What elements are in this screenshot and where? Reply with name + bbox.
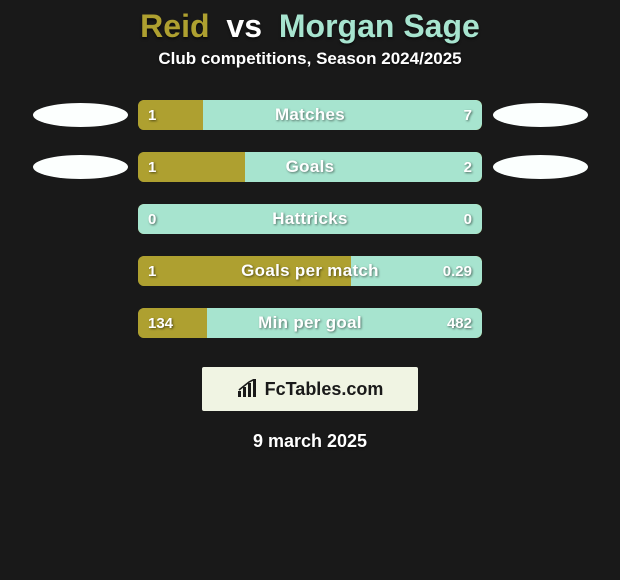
stat-label: Goals — [138, 152, 482, 182]
stat-row: 17Matches — [0, 97, 620, 133]
stat-label: Min per goal — [138, 308, 482, 338]
badge-ellipse — [493, 103, 588, 127]
stat-bar: 10.29Goals per match — [138, 256, 482, 286]
chart-icon — [237, 379, 259, 399]
badge-ellipse — [493, 155, 588, 179]
team-badge-left — [30, 149, 130, 185]
title-player1: Reid — [140, 8, 209, 44]
stat-bar: 17Matches — [138, 100, 482, 130]
stat-label: Goals per match — [138, 256, 482, 286]
stat-row: 10.29Goals per match — [0, 253, 620, 289]
stat-row: 134482Min per goal — [0, 305, 620, 341]
stat-label: Matches — [138, 100, 482, 130]
stat-bar: 134482Min per goal — [138, 308, 482, 338]
team-badge-left — [30, 201, 130, 237]
team-badge-right — [490, 201, 590, 237]
stat-row: 12Goals — [0, 149, 620, 185]
stat-bar: 12Goals — [138, 152, 482, 182]
badge-ellipse — [33, 103, 128, 127]
page-title: Reid vs Morgan Sage — [0, 0, 620, 49]
stat-label: Hattricks — [138, 204, 482, 234]
site-logo: FcTables.com — [202, 367, 418, 411]
team-badge-right — [490, 97, 590, 133]
subtitle: Club competitions, Season 2024/2025 — [0, 49, 620, 69]
team-badge-left — [30, 97, 130, 133]
stat-bar: 00Hattricks — [138, 204, 482, 234]
team-badge-left — [30, 305, 130, 341]
team-badge-right — [490, 149, 590, 185]
logo-text: FcTables.com — [265, 379, 384, 400]
date-label: 9 march 2025 — [0, 431, 620, 452]
team-badge-left — [30, 253, 130, 289]
stat-row: 00Hattricks — [0, 201, 620, 237]
title-vs: vs — [218, 8, 270, 44]
comparison-infographic: Reid vs Morgan Sage Club competitions, S… — [0, 0, 620, 580]
stat-rows: 17Matches 12Goals 00Hattricks 10.29Goals pe… — [0, 97, 620, 341]
team-badge-right — [490, 253, 590, 289]
title-player2: Morgan Sage — [279, 8, 480, 44]
badge-ellipse — [33, 155, 128, 179]
team-badge-right — [490, 305, 590, 341]
